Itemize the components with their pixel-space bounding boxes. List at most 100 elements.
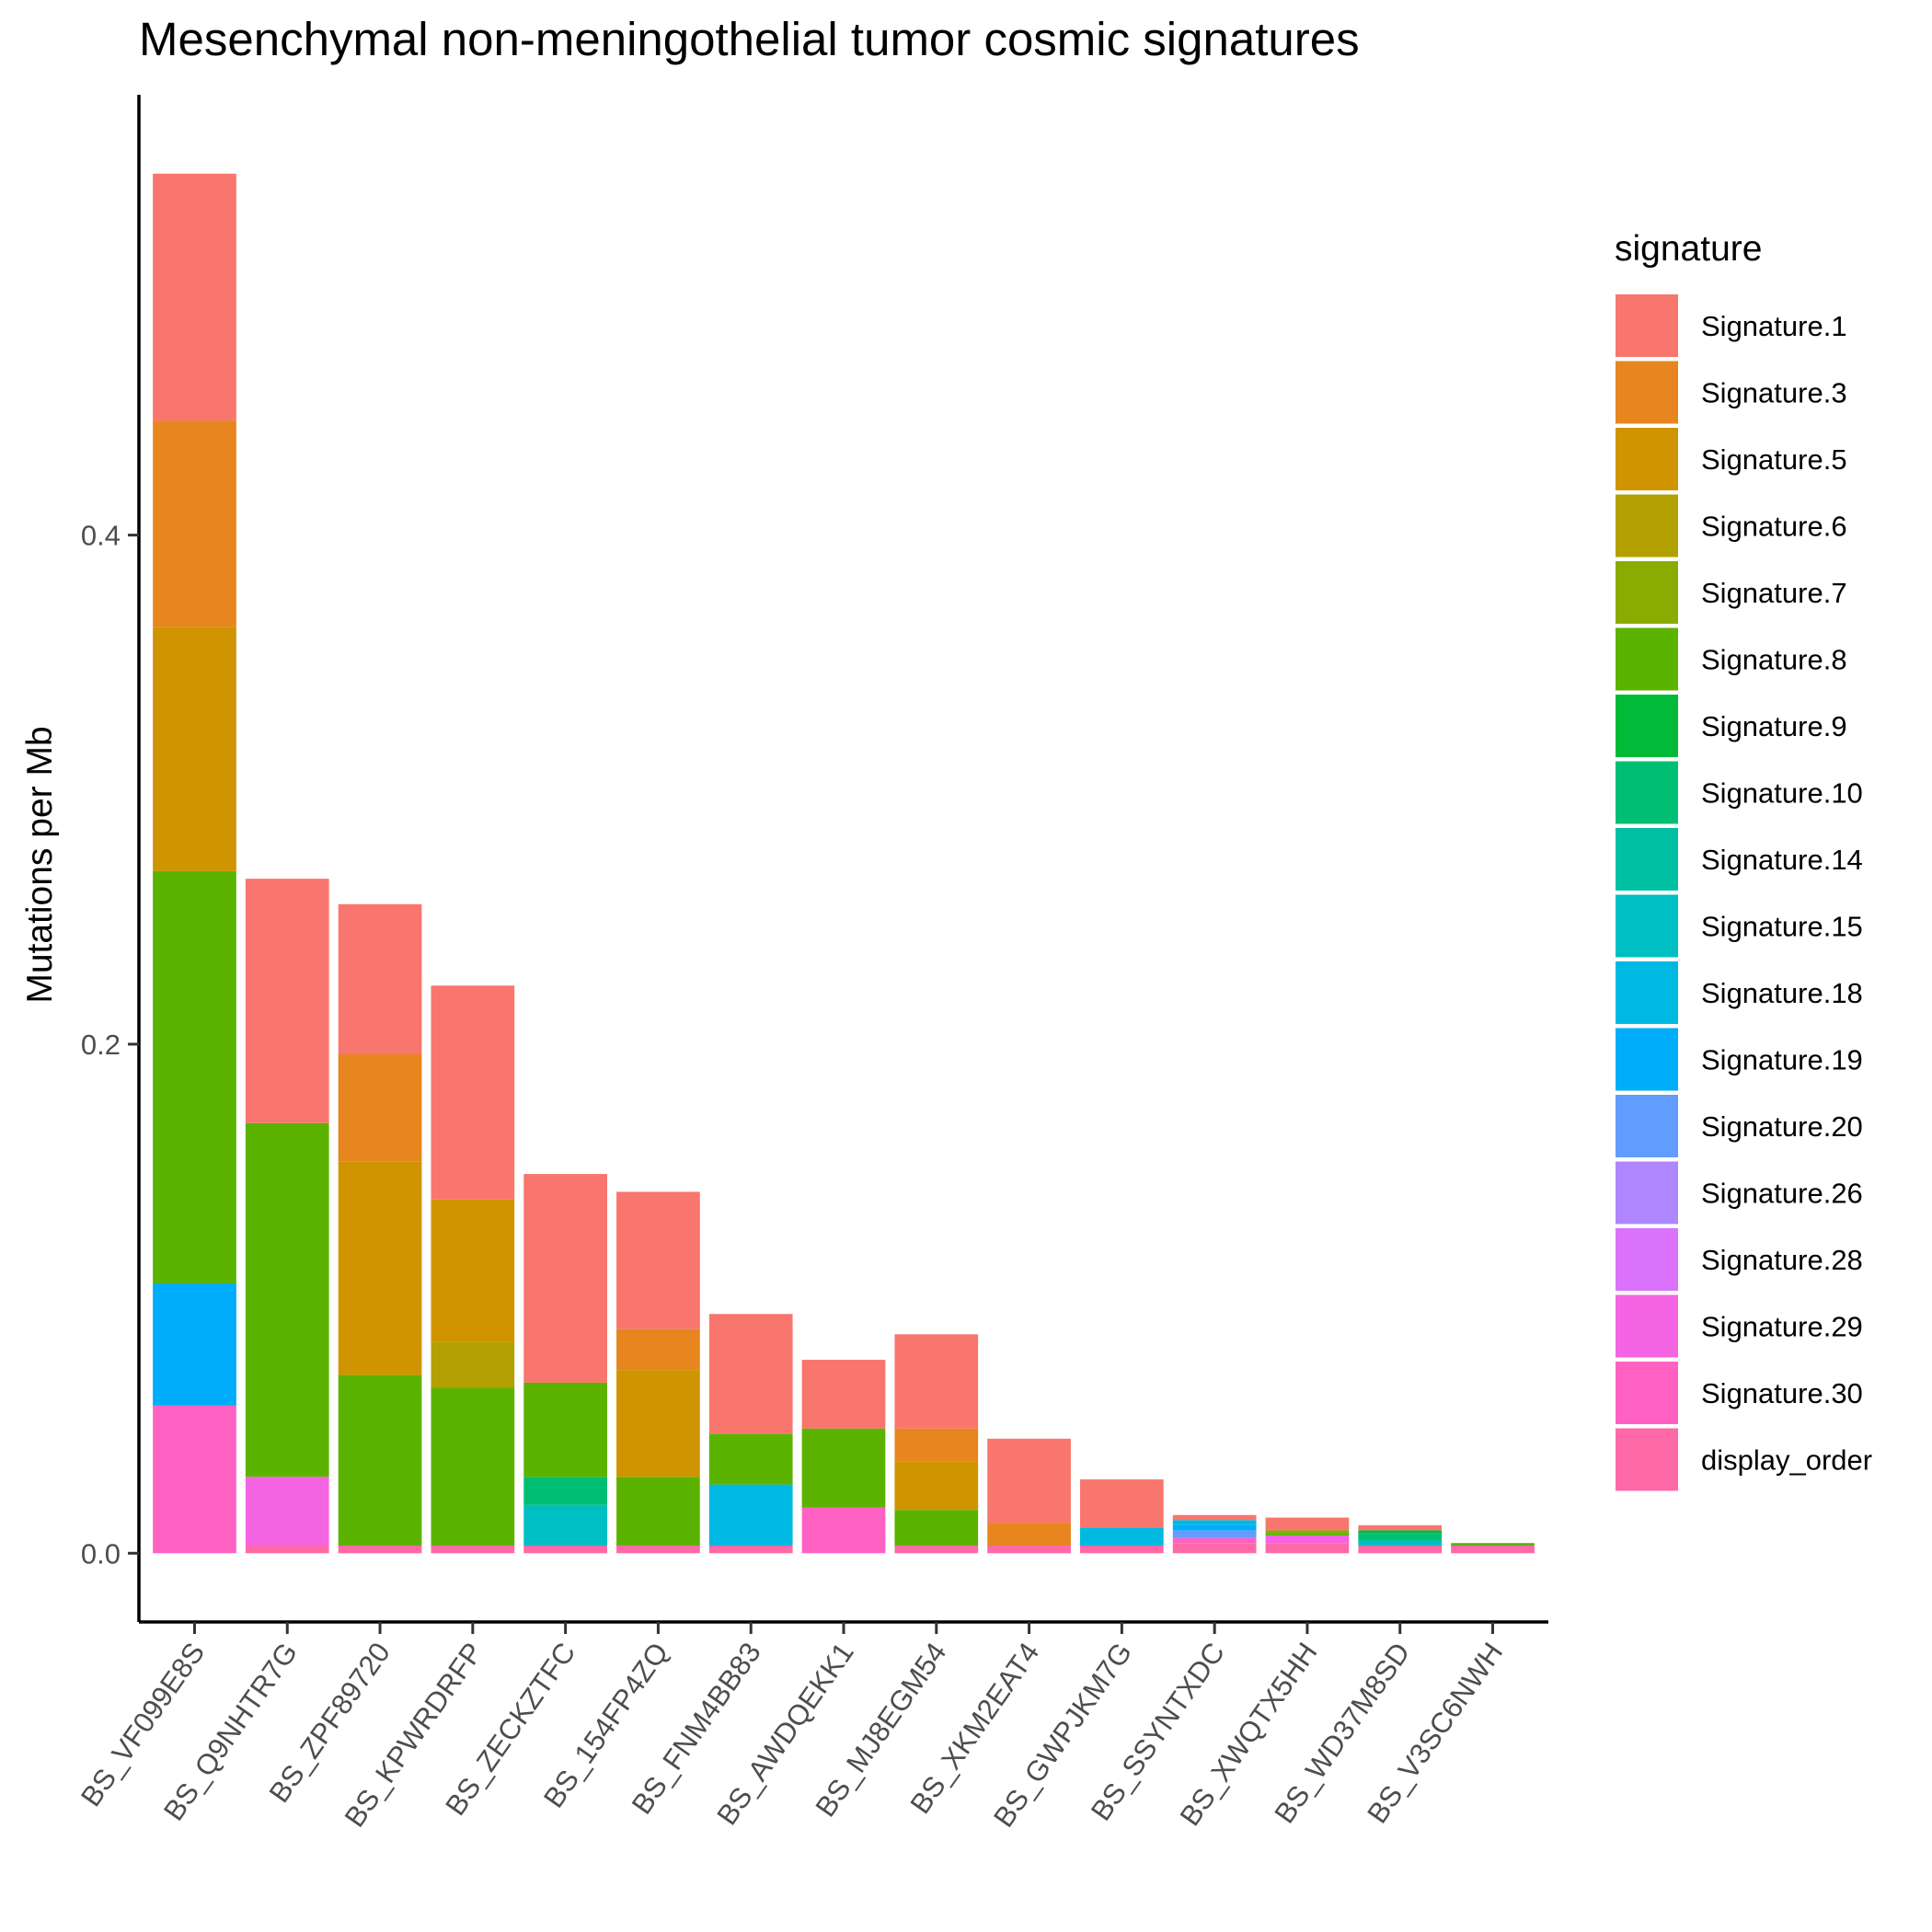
bar-segment (153, 1283, 236, 1406)
bar-segment (245, 1546, 329, 1554)
legend-key (1616, 761, 1678, 824)
legend-label: Signature.28 (1701, 1244, 1863, 1276)
bar-segment (894, 1428, 979, 1462)
legend-label: Signature.6 (1701, 511, 1847, 543)
bar-segment (1080, 1546, 1164, 1554)
legend-items: Signature.1 Signature.3 Signature.5 Signatu… (1616, 294, 1872, 1491)
bar-segment (338, 1546, 422, 1554)
legend-label: Signature.5 (1701, 443, 1847, 476)
legend-key (1616, 1294, 1678, 1358)
bar-segment (245, 1122, 329, 1478)
bar-segment (616, 1191, 700, 1329)
bar-segment (894, 1510, 979, 1546)
bar-segment (1358, 1533, 1443, 1541)
bar-segment (431, 985, 515, 1200)
legend-key (1616, 428, 1678, 490)
y-tick-label: 0.4 (81, 520, 121, 552)
bar-segment (616, 1477, 700, 1546)
bar-segment (523, 1174, 607, 1383)
bar-segment (153, 420, 236, 627)
bar-segment (1172, 1537, 1257, 1544)
bar-segment (1451, 1543, 1535, 1546)
bar-segment (1080, 1479, 1164, 1528)
bar-segment (616, 1370, 700, 1478)
bar-segment (708, 1433, 793, 1485)
legend-key (1616, 361, 1678, 424)
bar-segment (1265, 1543, 1350, 1554)
bar-segment (801, 1360, 886, 1429)
legend-label: Signature.30 (1701, 1377, 1863, 1409)
bar-segment (338, 1374, 422, 1546)
bar-segment (338, 1054, 422, 1162)
legend-label: Signature.26 (1701, 1178, 1863, 1210)
bar-segment (523, 1546, 607, 1554)
legend-label: Signature.8 (1701, 644, 1847, 676)
bar-segment (245, 879, 329, 1123)
legend-label: Signature.7 (1701, 577, 1847, 609)
bar-segment (431, 1387, 515, 1546)
legend-label: Signature.14 (1701, 844, 1863, 876)
y-ticks-layer: 0.0 0.2 0.4 (81, 520, 139, 1570)
legend-label: Signature.29 (1701, 1311, 1863, 1343)
bar-segment (987, 1438, 1071, 1524)
bar-segment (987, 1546, 1071, 1554)
bar-segment (1265, 1517, 1350, 1531)
bar-segment (1172, 1524, 1257, 1531)
bar-segment (153, 627, 236, 871)
y-tick-label: 0.0 (81, 1537, 121, 1570)
bar-segment (616, 1546, 700, 1554)
bar-segment (1172, 1530, 1257, 1538)
legend-key (1616, 1028, 1678, 1091)
bar-segment (1172, 1543, 1257, 1554)
legend-key (1616, 961, 1678, 1024)
legend-key (1616, 561, 1678, 624)
legend: signature Signature.1Signature.3Signatur… (1615, 229, 1872, 1491)
legend-key (1616, 828, 1678, 891)
y-axis-title: Mutations per Mb (20, 726, 60, 1003)
legend-key (1616, 1161, 1678, 1225)
bar-segment (1358, 1524, 1443, 1531)
bar-segment (1358, 1540, 1443, 1546)
legend-label: Signature.20 (1701, 1110, 1863, 1143)
bar-segment (1265, 1530, 1350, 1534)
bar-segment (894, 1461, 979, 1511)
bar-segment (801, 1507, 886, 1554)
bar-segment (153, 1405, 236, 1554)
legend-key (1616, 1428, 1678, 1491)
bar-segment (1265, 1533, 1350, 1535)
legend-key (1616, 627, 1678, 691)
bar-segment (523, 1382, 607, 1478)
legend-key (1616, 1362, 1678, 1424)
bar-segment (894, 1334, 979, 1429)
legend-label: Signature.18 (1701, 977, 1863, 1009)
bar-segment (708, 1546, 793, 1554)
bar-segment (1358, 1546, 1443, 1554)
bar-segment (708, 1484, 793, 1546)
bar-segment (338, 1161, 422, 1375)
x-ticks-layer: BS_VF099E8SBS_Q9NHTR7GBS_ZPF89720BS_KPWR… (75, 1622, 1509, 1833)
bar-segment (708, 1314, 793, 1434)
bar-segment (431, 1199, 515, 1342)
bar-segment (1451, 1546, 1535, 1554)
bar-segment (1358, 1530, 1443, 1534)
chart-title: Mesenchymal non-meningothelial tumor cos… (139, 13, 1360, 65)
legend-label: Signature.10 (1701, 777, 1863, 810)
legend-label: display_order (1701, 1444, 1872, 1477)
bar-segment (523, 1504, 607, 1546)
legend-label: Signature.1 (1701, 310, 1847, 342)
legend-key (1616, 894, 1678, 958)
bar-segment (338, 903, 422, 1055)
legend-key (1616, 294, 1678, 357)
legend-label: Signature.15 (1701, 911, 1863, 943)
bar-segment (801, 1428, 886, 1508)
bar-segment (1080, 1527, 1164, 1546)
legend-key (1616, 494, 1678, 558)
bar-segment (523, 1477, 607, 1505)
bar-segment (894, 1546, 979, 1554)
bar-segment (987, 1523, 1071, 1546)
bar-segment (431, 1546, 515, 1554)
legend-key (1616, 695, 1678, 757)
legend-label: Signature.9 (1701, 710, 1847, 742)
bar-segment (1172, 1520, 1257, 1525)
